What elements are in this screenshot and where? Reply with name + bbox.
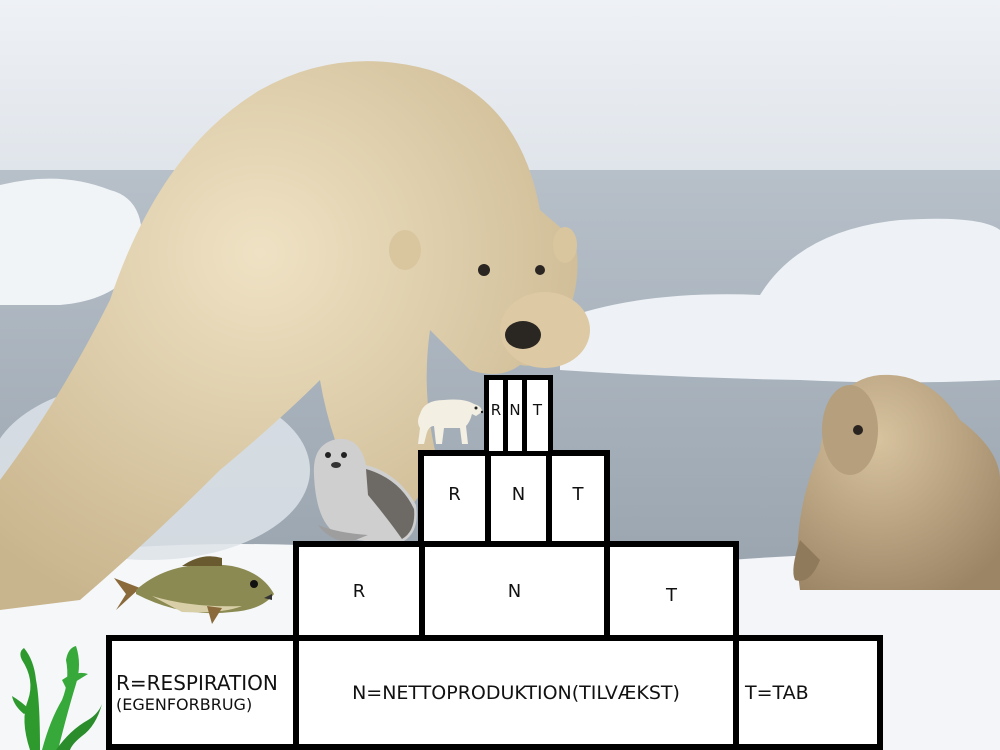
level2-r-box: R	[293, 541, 425, 641]
level2-t-label: T	[666, 584, 677, 606]
level3-n-label: N	[511, 484, 526, 505]
level3-t-label: T	[572, 484, 584, 505]
legend-tab-box: T=TAB	[733, 635, 883, 750]
seal-icon	[313, 438, 417, 543]
level2-t-box: T	[604, 541, 739, 641]
level3-r-box: R	[418, 450, 491, 547]
level4-t-label: T	[532, 400, 543, 419]
level3-t-box: T	[546, 450, 610, 547]
level3-r-label: R	[448, 484, 461, 505]
level4-r-label: R	[490, 400, 502, 419]
legend-nettoproduktion-box: N=NETTOPRODUKTION(TILVÆKST)	[293, 635, 739, 750]
legend-nettoproduktion-label: N=NETTOPRODUKTION(TILVÆKST)	[352, 681, 680, 704]
legend-respiration-box: R=RESPIRATION (EGENFORBRUG)	[106, 635, 299, 750]
bearded-seal-photo	[793, 374, 1000, 590]
fish-icon	[114, 556, 274, 624]
level4-t-box: T	[522, 375, 553, 456]
seaweed-icon	[12, 646, 102, 750]
level3-n-box: N	[485, 450, 552, 547]
legend-tab-label: T=TAB	[745, 681, 809, 704]
level2-r-label: R	[352, 580, 366, 602]
level2-n-label: N	[507, 580, 522, 602]
legend-egenforbrug-label: (EGENFORBRUG)	[116, 694, 253, 714]
level4-n-label: N	[509, 400, 521, 419]
polar-bear-icon	[418, 399, 484, 444]
level2-n-box: N	[419, 541, 610, 641]
legend-respiration-label: R=RESPIRATION	[116, 670, 278, 695]
